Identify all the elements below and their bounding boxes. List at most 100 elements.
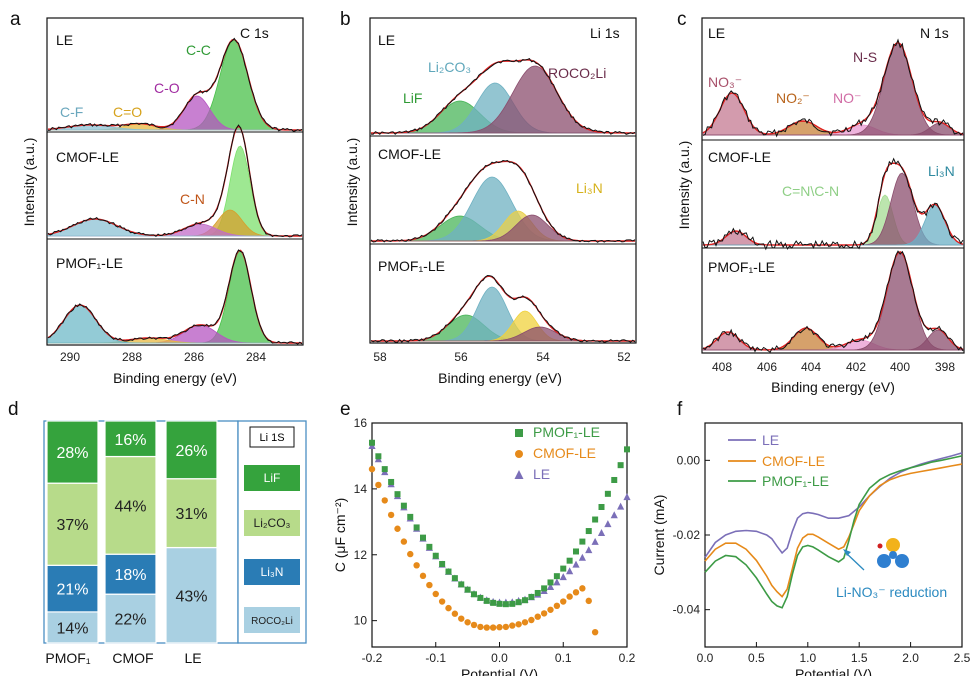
panel-f: f 0.0 0.5 1.0 1.5 2.0 2.5 0.00 -0.02 -0.04 Potent… <box>651 399 971 676</box>
panel-b-frame <box>369 17 637 344</box>
scatter-point <box>611 476 618 483</box>
scatter-point <box>560 565 567 572</box>
scatter-point <box>477 623 484 631</box>
raw-spectrum-line <box>702 38 964 138</box>
stacked-bar-segment <box>46 482 99 566</box>
legend-label: CMOF-LE <box>533 445 596 461</box>
peak-label-li2co3: Li₂CO₃ <box>428 59 471 75</box>
scatter-point <box>591 537 599 545</box>
panel-d-categories: PMOF₁ CMOF LE <box>45 650 201 666</box>
scatter-point <box>528 616 535 624</box>
scatter-point <box>381 497 388 504</box>
scatter-point <box>597 529 606 537</box>
panel-c-xtick: 400 <box>890 360 910 374</box>
legend-marker <box>514 470 524 479</box>
x-tick-label: -0.2 <box>362 651 383 665</box>
scatter-point <box>400 538 408 545</box>
panel-d-letter: d <box>8 399 19 420</box>
x-tick-label: 2.0 <box>902 651 919 665</box>
scatter-point <box>420 534 426 541</box>
scatter-point <box>515 621 522 628</box>
scatter-point <box>579 585 586 592</box>
legend-label: CMOF-LE <box>762 453 825 469</box>
scatter-point <box>375 453 382 460</box>
legend-swatch-li2co3 <box>244 510 300 536</box>
scatter-point <box>534 589 541 596</box>
scatter-point <box>509 600 516 607</box>
panel-b-xticks: 58 56 54 52 <box>373 350 631 364</box>
scatter-point <box>541 585 548 592</box>
scatter-point <box>591 628 599 636</box>
cv-series-line <box>704 452 963 558</box>
panel-c-xtick: 404 <box>801 360 821 374</box>
stacked-bar-segment <box>46 420 99 484</box>
scatter-point <box>451 575 458 582</box>
panel-a-sample-cmof: CMOF-LE <box>56 149 119 165</box>
panel-b-sample-pmof: PMOF₁-LE <box>378 258 445 274</box>
panel-c-core-label: N 1s <box>920 25 949 41</box>
scatter-point <box>432 590 439 598</box>
scatter-point <box>477 594 484 601</box>
y-tick-label: 16 <box>354 416 368 430</box>
scatter-point <box>419 572 427 580</box>
bar-value-label: 21% <box>56 582 88 599</box>
peak-label-c-n: C=N\C-N <box>782 183 839 199</box>
panel-b-xtick: 54 <box>536 350 550 364</box>
x-tick-label: 0.1 <box>555 651 572 665</box>
scatter-point <box>522 597 528 604</box>
scatter-point <box>573 548 579 555</box>
peak-label-c-o: C-O <box>154 80 180 96</box>
raw-spectrum-line <box>47 124 303 238</box>
bar-value-label: 31% <box>175 506 207 523</box>
panel-c-xtick: 398 <box>935 360 955 374</box>
scatter-point <box>394 525 401 532</box>
peak-label-li3n-c: Li₃N <box>928 163 955 179</box>
annotation-arrowhead <box>843 549 851 556</box>
panel-c-sample-cmof: CMOF-LE <box>708 149 771 165</box>
scatter-point <box>426 543 433 550</box>
x-tick-label: 2.5 <box>954 651 971 665</box>
x-tick-label: -0.1 <box>425 651 446 665</box>
stacked-bar-segment <box>165 420 218 480</box>
panel-a-xtick: 286 <box>184 350 204 364</box>
bar-category-label: PMOF₁ <box>45 650 90 666</box>
scatter-point <box>394 491 401 498</box>
scatter-point <box>528 593 535 600</box>
bar-value-label: 43% <box>175 588 207 605</box>
peak-label-no3: NO₃⁻ <box>708 74 742 90</box>
scatter-point <box>610 511 618 519</box>
x-tick-label: 0.2 <box>619 651 636 665</box>
scatter-point <box>445 604 452 612</box>
y-tick-label: -0.04 <box>673 603 701 617</box>
scatter-point <box>426 581 433 589</box>
panel-e-ylabel: C (μF cm⁻²) <box>332 498 348 573</box>
legend-swatch-roco2li <box>244 607 300 633</box>
panel-c-xticks: 408 406 404 402 400 398 <box>712 360 955 374</box>
panel-b-xtick: 58 <box>373 350 387 364</box>
bar-value-label: 26% <box>175 443 207 460</box>
scatter-point <box>483 624 490 631</box>
scatter-point <box>585 528 592 535</box>
raw-spectrum-line <box>702 157 964 251</box>
panel-a-xtick: 290 <box>60 350 80 364</box>
panel-f-plot: 0.0 0.5 1.0 1.5 2.0 2.5 0.00 -0.02 -0.04 Potentia… <box>651 432 971 676</box>
scatter-point <box>579 538 586 545</box>
scatter-point <box>566 593 573 600</box>
peak-label-n-s: N-S <box>853 49 877 65</box>
legend-label: PMOF₁-LE <box>533 424 600 440</box>
scatter-point <box>445 568 452 575</box>
scatter-point <box>490 599 497 606</box>
scatter-point <box>458 581 465 588</box>
panel-c: c N 1s LE CMOF-LE PMOF₁-LE NO₃⁻ NO₂⁻ NO⁻… <box>676 9 965 395</box>
bar-value-label: 14% <box>56 620 88 637</box>
panel-a: a C 1s LE CMOF-LE PMOF₁-LE C-C C-O C=O C… <box>10 9 304 386</box>
scatter-point <box>432 552 439 559</box>
panel-c-sample-pmof: PMOF₁-LE <box>708 259 775 275</box>
scatter-point <box>560 598 567 605</box>
scatter-point <box>604 520 612 528</box>
bar-value-label: 37% <box>56 517 88 534</box>
panel-b-xtick: 52 <box>617 350 631 364</box>
panel-c-spectra <box>702 38 964 353</box>
peak-label-no: NO⁻ <box>833 90 861 106</box>
